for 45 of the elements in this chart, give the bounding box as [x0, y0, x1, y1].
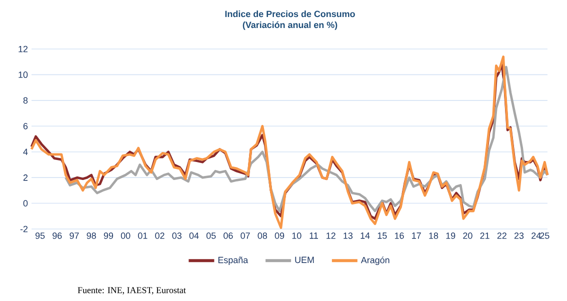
x-tick-label: 18: [429, 232, 438, 239]
x-tick-label: 17: [412, 232, 421, 239]
x-tick-label: 15: [378, 232, 387, 239]
x-tick-label: 01: [138, 232, 148, 239]
x-tick-label: 04: [189, 232, 199, 239]
x-tick-label: 20: [463, 232, 472, 239]
x-tick-label: 09: [274, 232, 284, 239]
x-tick-label: 19: [446, 232, 456, 239]
x-tick-label: 02: [155, 232, 164, 239]
source-note: Fuente: INE, IAEST, Eurostat: [78, 287, 186, 294]
x-tick-label: 05: [206, 232, 216, 239]
x-tick-label: 23: [514, 232, 524, 239]
x-tick-label: 16: [394, 232, 404, 239]
x-tick-label: 08: [258, 232, 268, 239]
x-tick-label: 07: [240, 232, 250, 239]
legend-label: España: [218, 256, 248, 265]
x-tick-label: 96: [52, 232, 62, 239]
x-tick-label: 12: [326, 232, 336, 239]
x-tick-label: 03: [172, 232, 182, 239]
y-tick-label: 2: [23, 174, 28, 181]
chart-title: Indice de Precios de Consumo: [225, 10, 355, 18]
x-tick-label: 95: [35, 232, 45, 239]
chart-subtitle: (Variación anual en %): [242, 21, 338, 30]
x-tick-label: 00: [120, 232, 130, 239]
x-tick-label: 10: [292, 232, 302, 239]
x-tick-label: 98: [86, 232, 96, 239]
x-tick-label: 25: [540, 232, 550, 239]
legend-label: UEM: [295, 256, 314, 264]
x-tick-label: 22: [497, 232, 506, 239]
y-tick-label: 8: [23, 97, 28, 104]
x-tick-label: 24: [532, 232, 541, 239]
x-tick-label: 97: [70, 232, 79, 239]
x-tick-label: 06: [224, 232, 233, 239]
x-tick-label: 99: [104, 232, 114, 239]
y-tick-label: 0: [23, 200, 28, 206]
x-tick-label: 21: [480, 232, 490, 239]
y-tick-label: 6: [23, 122, 28, 130]
y-tick-label: 10: [18, 72, 28, 78]
x-tick-label: 13: [344, 232, 353, 239]
y-tick-label: -2: [20, 226, 28, 232]
y-tick-label: 12: [18, 46, 28, 52]
legend-label: Aragón: [360, 256, 390, 266]
x-tick-label: 14: [360, 232, 370, 239]
y-tick-label: 4: [23, 148, 28, 155]
x-tick-label: 11: [310, 232, 318, 239]
